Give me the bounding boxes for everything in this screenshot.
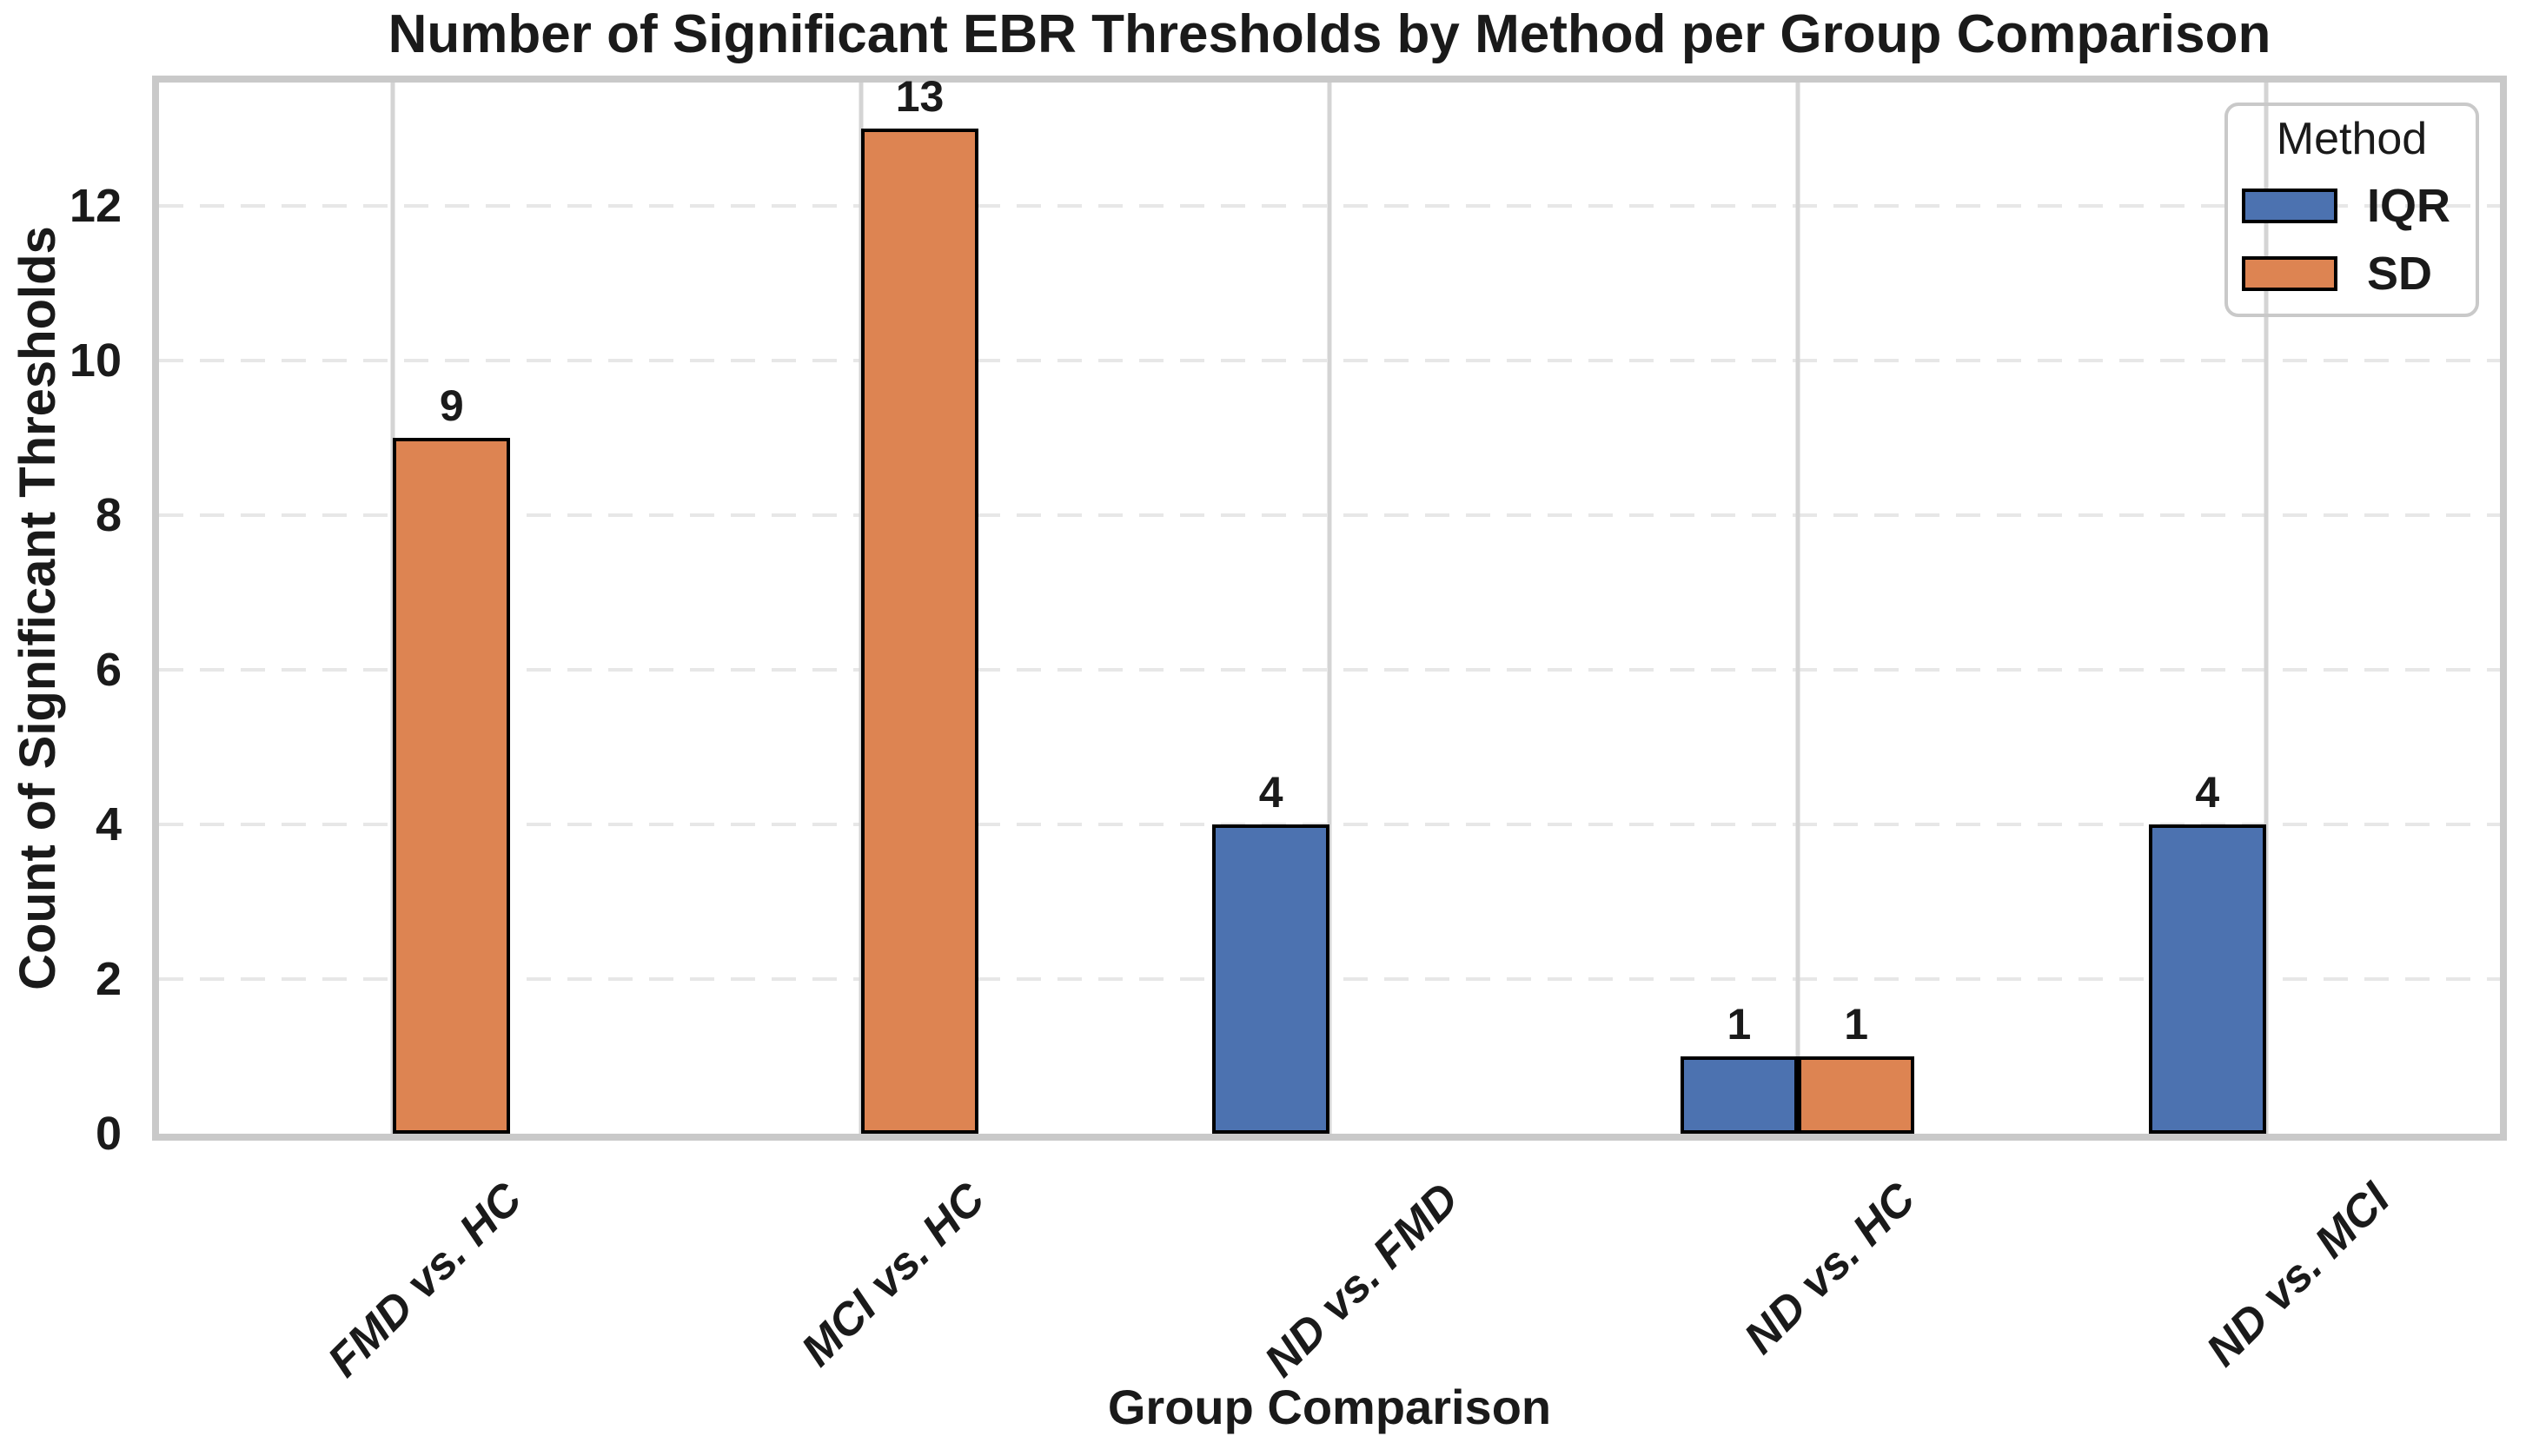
y-tick-label: 6 — [95, 644, 122, 697]
y-tick-label: 12 — [69, 180, 122, 233]
x-tick-label: FMD vs. HC — [318, 1173, 532, 1387]
legend-items: IQR SD — [2228, 182, 2476, 297]
y-tick-label: 0 — [95, 1108, 122, 1160]
gridline-vertical — [2264, 83, 2269, 1134]
x-tick-label: ND vs. MCI — [2196, 1173, 2400, 1376]
legend-swatch-iqr — [2242, 189, 2337, 223]
bar-value-label: 13 — [895, 72, 945, 122]
x-tick-label: MCI vs. HC — [792, 1173, 995, 1376]
plot-area: 4 1 4 9 13 1 — [152, 75, 2507, 1141]
bar-value-label: 1 — [1727, 1000, 1752, 1049]
y-axis: 0 2 4 6 8 10 12 — [0, 83, 130, 1157]
bar-value-label: 4 — [2195, 768, 2220, 817]
bar-sd-mci-vs-hc — [861, 129, 978, 1134]
legend-title: Method — [2276, 114, 2428, 164]
legend-label: IQR — [2367, 180, 2451, 232]
legend-item-sd: SD — [2228, 250, 2476, 297]
legend-label: SD — [2367, 248, 2433, 300]
bar-value-label: 1 — [1844, 1000, 1869, 1049]
y-tick-label: 2 — [95, 953, 122, 1006]
x-axis-label: Group Comparison — [1107, 1380, 1552, 1434]
gridline-vertical — [1795, 83, 1800, 1134]
chart-title: Number of Significant EBR Thresholds by … — [388, 4, 2271, 64]
bar-value-label: 4 — [1258, 768, 1283, 817]
legend-swatch-sd — [2242, 256, 2337, 291]
x-tick-label: ND vs. HC — [1734, 1173, 1925, 1364]
gridline-vertical — [1327, 83, 1332, 1134]
bar-iqr-nd-vs-mci — [2148, 824, 2266, 1134]
y-tick-label: 10 — [69, 334, 122, 387]
bar-sd-nd-vs-hc — [1797, 1056, 1915, 1134]
legend: Method IQR SD — [2224, 103, 2479, 317]
bar-iqr-nd-vs-hc — [1681, 1056, 1798, 1134]
y-tick-label: 8 — [95, 489, 122, 542]
bar-sd-fmd-vs-hc — [393, 438, 511, 1134]
x-tick-label: ND vs. FMD — [1255, 1173, 1469, 1387]
bar-iqr-nd-vs-fmd — [1212, 824, 1329, 1134]
bar-value-label: 9 — [439, 381, 464, 431]
legend-item-iqr: IQR — [2228, 182, 2476, 229]
y-tick-label: 4 — [95, 798, 122, 851]
